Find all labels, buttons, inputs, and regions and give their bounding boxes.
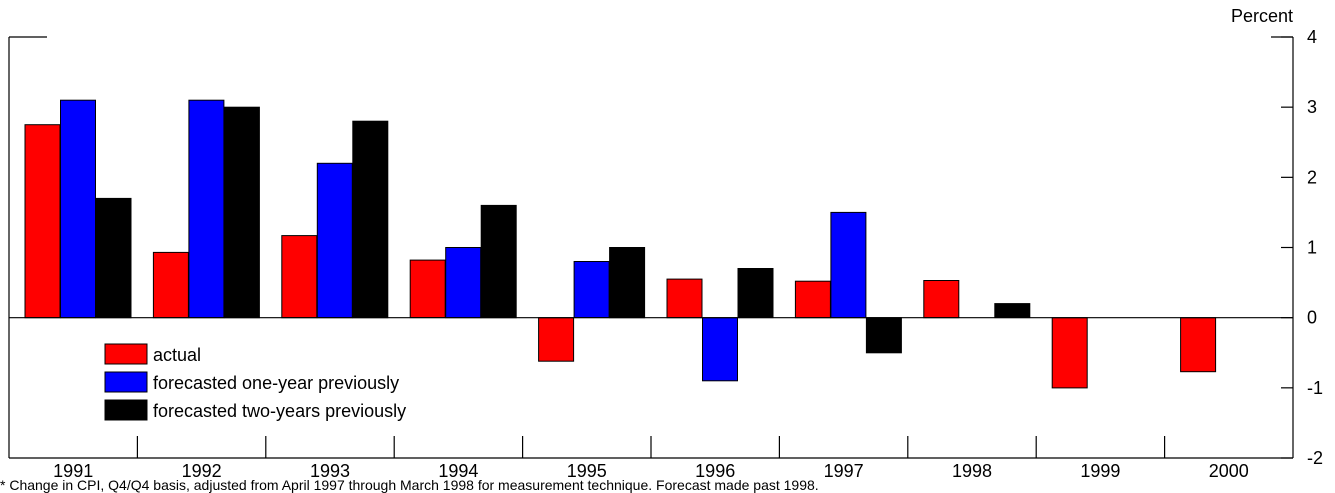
bar-forecasted-two-years-previously-1993: [352, 120, 389, 319]
legend-label: actual: [153, 345, 201, 365]
bar-forecasted-two-years-previously-1991: [95, 197, 132, 319]
x-tick-label: 2000: [1209, 461, 1249, 481]
bars-group: [24, 99, 1217, 389]
bar-actual-2000: [1180, 317, 1217, 373]
footnote: * Change in CPI, Q4/Q4 basis, adjusted f…: [0, 477, 819, 493]
bar-forecasted-one-year-previously-1993: [316, 162, 353, 319]
bar-actual-1998: [923, 280, 960, 319]
bar-actual-1999: [1051, 317, 1088, 389]
x-tick-label: 1998: [952, 461, 992, 481]
legend: actual forecasted one-year previously fore…: [104, 343, 406, 421]
y-tick-label: 0: [1307, 308, 1317, 328]
bar-forecasted-one-year-previously-1995: [573, 261, 610, 319]
x-tick-label: 1999: [1080, 461, 1120, 481]
x-tick-label: 1996: [695, 461, 735, 481]
bar-forecasted-two-years-previously-1998: [994, 303, 1031, 319]
bar-actual-1994: [409, 259, 446, 319]
x-tick-label: 1992: [182, 461, 222, 481]
bar-forecasted-two-years-previously-1994: [480, 204, 517, 319]
bar-forecasted-two-years-previously-1997: [865, 317, 902, 354]
bar-forecasted-one-year-previously-1997: [830, 211, 867, 319]
bar-forecasted-one-year-previously-1992: [188, 99, 225, 319]
legend-swatch: [104, 399, 148, 421]
y-tick-label: -1: [1307, 378, 1323, 398]
bar-actual-1991: [24, 124, 61, 319]
bar-forecasted-one-year-previously-1991: [60, 99, 96, 319]
bar-actual-1996: [666, 278, 703, 319]
y-tick-label: 1: [1307, 238, 1317, 258]
axes-group: -2 -1 0 1 2 3 4 1991 1992 1993 1994 1995 1996 1997 199…: [8, 27, 1323, 481]
legend-swatch: [104, 343, 148, 365]
y-tick-label: -2: [1307, 448, 1323, 468]
bar-actual-1995: [538, 317, 575, 362]
legend-label: forecasted one-year previously: [153, 373, 399, 393]
bar-forecasted-two-years-previously-1996: [737, 268, 774, 319]
x-tick-label: 1997: [824, 461, 864, 481]
bar-actual-1992: [152, 251, 189, 319]
bar-forecasted-one-year-previously-1996: [702, 317, 738, 382]
y-tick-label: 3: [1307, 97, 1317, 117]
legend-swatch: [104, 371, 148, 393]
x-tick-label: 1993: [310, 461, 350, 481]
bar-forecasted-two-years-previously-1995: [609, 247, 646, 319]
x-tick-label: 1994: [438, 461, 478, 481]
x-tick-label: 1995: [567, 461, 607, 481]
legend-label: forecasted two-years previously: [153, 401, 406, 421]
y-tick-label: 4: [1307, 27, 1317, 47]
y-tick-label: 2: [1307, 167, 1317, 187]
y-axis-label: Percent: [1231, 6, 1293, 26]
bar-actual-1993: [281, 235, 318, 319]
x-tick-label: 1991: [53, 461, 93, 481]
bar-forecasted-two-years-previously-1992: [223, 106, 260, 319]
bar-actual-1997: [794, 280, 831, 319]
bar-forecasted-one-year-previously-1994: [445, 247, 482, 319]
